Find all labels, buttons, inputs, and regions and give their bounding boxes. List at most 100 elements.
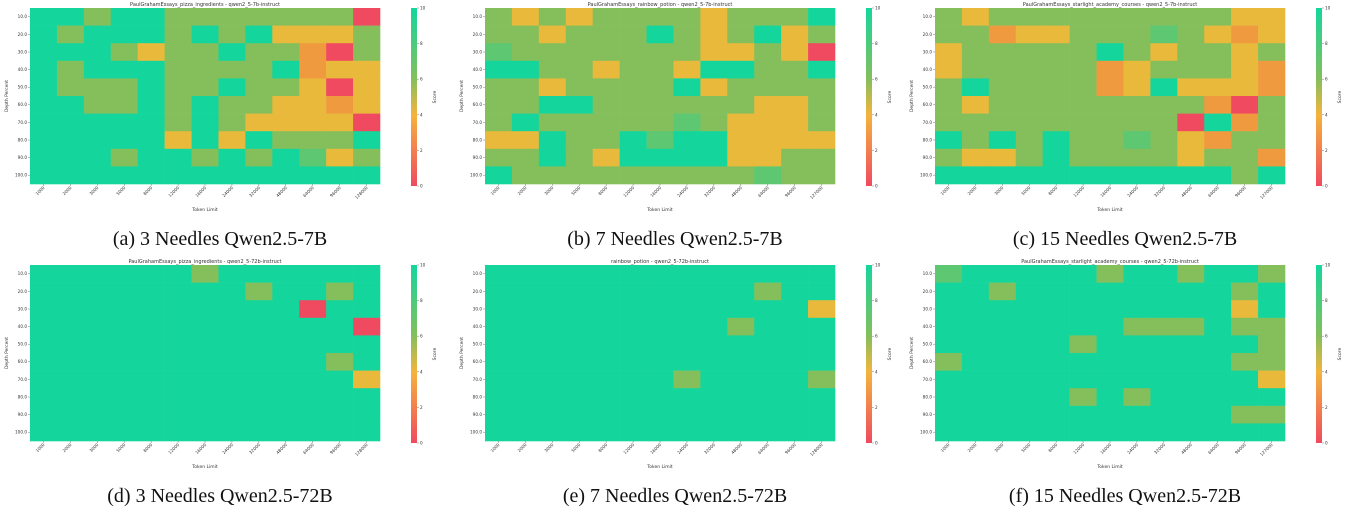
- heatmap-cell: [299, 78, 327, 97]
- heatmap-cell: [700, 335, 728, 354]
- heatmap-cell: [1069, 113, 1097, 132]
- heatmap-cell: [1123, 60, 1151, 79]
- heatmap-cell: [1069, 282, 1097, 301]
- heatmap-cell: [353, 60, 381, 79]
- y-tick-label: 30.0: [473, 49, 483, 54]
- heatmap-cell: [538, 335, 567, 354]
- heatmap-cell: [485, 60, 513, 79]
- heatmap-cell: [1150, 43, 1178, 62]
- heatmap-cell: [808, 423, 836, 442]
- colorbar-tick-label: 10: [1325, 6, 1331, 11]
- heatmap-cell: [353, 370, 381, 389]
- x-tick-label: 24000: [221, 185, 234, 198]
- x-tick-label: 12000: [167, 442, 180, 455]
- y-tick-label: 70.0: [473, 377, 483, 382]
- heatmap-cell: [700, 8, 728, 26]
- heatmap-cell: [1204, 8, 1232, 26]
- heatmap-cell: [646, 405, 674, 424]
- heatmap-cell: [164, 25, 192, 44]
- heatmap-cell: [272, 335, 300, 354]
- heatmap-cell: [592, 388, 620, 407]
- heatmap-cell: [592, 96, 620, 114]
- heatmap-cell: [961, 113, 990, 132]
- x-tick-label: 16000: [194, 442, 207, 455]
- heatmap-cell: [1015, 113, 1043, 132]
- heatmap-cell: [218, 166, 246, 185]
- y-axis-label: Depth Percent: [909, 337, 915, 369]
- heatmap-cell: [56, 265, 85, 283]
- heatmap-cell: [326, 335, 354, 354]
- heatmap-cell: [1150, 423, 1178, 442]
- colorbar: [866, 8, 872, 186]
- heatmap-cell: [1150, 113, 1178, 132]
- heatmap-cell: [961, 131, 990, 150]
- heatmap-cell: [1150, 370, 1178, 389]
- heatmap-cell: [1150, 317, 1178, 336]
- heatmap-cell: [592, 317, 620, 336]
- heatmap-cell: [988, 388, 1017, 407]
- heatmap-cell: [1150, 265, 1178, 283]
- colorbar-tick-label: 0: [1325, 441, 1328, 446]
- y-tick-label: 40.0: [473, 324, 483, 329]
- colorbar-label: Score: [432, 347, 438, 360]
- x-tick-label: 64000: [757, 185, 770, 198]
- x-tick-label: 96000: [1234, 442, 1247, 455]
- heatmap-cell: [272, 370, 300, 389]
- heatmap-cell: [1150, 353, 1178, 371]
- heatmap-cell: [1150, 8, 1178, 26]
- heatmap-cell: [511, 166, 540, 185]
- heatmap-cell: [1258, 78, 1286, 97]
- heatmap-cell: [191, 148, 219, 167]
- colorbar-tick-label: 10: [875, 6, 881, 11]
- heatmap-cell: [299, 96, 327, 114]
- x-tick-label: 32000: [703, 442, 716, 455]
- heatmap-cell: [1258, 8, 1286, 26]
- heatmap-cell: [961, 335, 990, 354]
- heatmap-cell: [164, 405, 192, 424]
- heatmap-cell: [538, 131, 567, 150]
- heatmap-cell: [1204, 388, 1232, 407]
- y-tick-label: 80.0: [18, 137, 28, 142]
- colorbar-tick-label: 6: [420, 334, 423, 339]
- heatmap-cell: [538, 282, 567, 301]
- heatmap-cell: [30, 405, 58, 424]
- heatmap-cell: [988, 148, 1017, 167]
- heatmap-cell: [56, 353, 85, 371]
- heatmap-cell: [1069, 353, 1097, 371]
- x-tick-label: 128000: [809, 442, 824, 457]
- heatmap-cell: [1015, 131, 1043, 150]
- heatmap-cell: [727, 113, 755, 132]
- y-tick-label: 40.0: [473, 67, 483, 72]
- heatmap-cell: [1042, 388, 1070, 407]
- heatmap-cell: [272, 96, 300, 114]
- heatmap-cell: [110, 131, 138, 150]
- y-tick-label: 100.0: [15, 173, 27, 178]
- heatmap-cell: [299, 113, 327, 132]
- heatmap-cell: [1123, 300, 1151, 319]
- heatmap-cell: [727, 423, 755, 442]
- heatmap-cell: [988, 43, 1017, 62]
- colorbar: [1316, 8, 1322, 186]
- heatmap-cell: [1150, 131, 1178, 150]
- heatmap-cell: [1204, 60, 1232, 79]
- heatmap-cell: [272, 317, 300, 336]
- heatmap-cell: [646, 166, 674, 185]
- y-tick-label: 90.0: [923, 155, 933, 160]
- heatmap-cell: [83, 60, 112, 79]
- x-tick-label: 64000: [302, 442, 315, 455]
- heatmap-cell: [673, 282, 701, 301]
- heatmap-cell: [326, 370, 354, 389]
- heatmap-cell: [700, 96, 728, 114]
- heatmap-cell: [592, 25, 620, 44]
- heatmap-cell: [1231, 131, 1259, 150]
- y-tick-label: 40.0: [923, 324, 933, 329]
- heatmap-cell: [673, 96, 701, 114]
- heatmap-cell: [110, 300, 138, 319]
- heatmap-cell: [646, 43, 674, 62]
- heatmap-cell: [1015, 148, 1043, 167]
- heatmap-cell: [988, 25, 1017, 44]
- heatmap-cell: [935, 43, 963, 62]
- heatmap-cell: [299, 148, 327, 167]
- heatmap-cell: [1177, 60, 1205, 79]
- heatmap-cell: [485, 166, 513, 185]
